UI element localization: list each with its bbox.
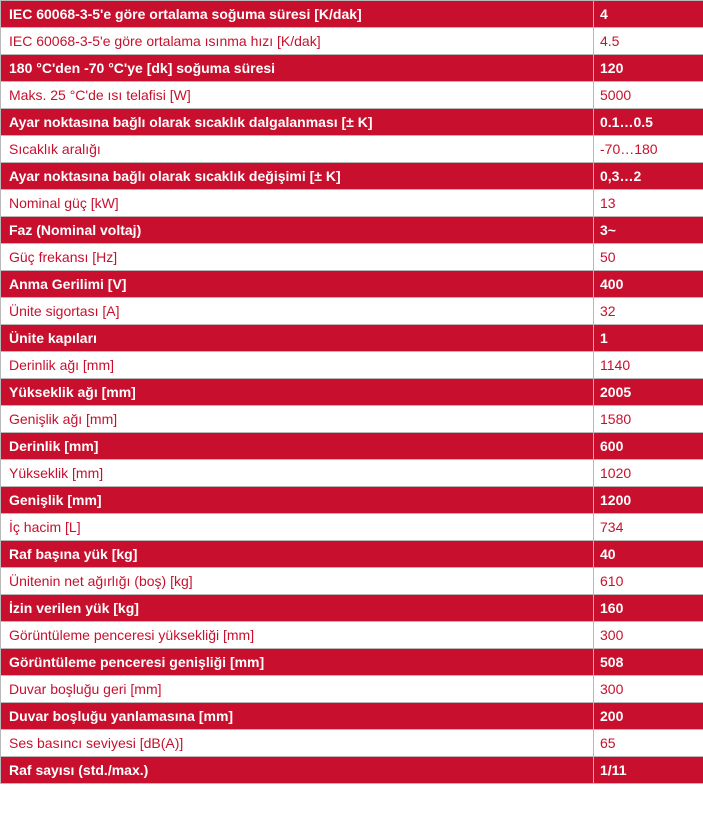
spec-table: IEC 60068-3-5'e göre ortalama soğuma sür…: [0, 0, 703, 784]
spec-value: 160: [593, 594, 703, 622]
spec-label: Yükseklik ağı [mm]: [0, 378, 594, 406]
spec-value: 610: [593, 567, 703, 595]
spec-value: 65: [593, 729, 703, 757]
spec-value: -70…180: [593, 135, 703, 163]
table-row: İzin verilen yük [kg] 160: [0, 594, 703, 622]
spec-label: Görüntüleme penceresi yüksekliği [mm]: [0, 621, 594, 649]
spec-table-body: IEC 60068-3-5'e göre ortalama soğuma sür…: [0, 0, 703, 784]
spec-value: 4.5: [593, 27, 703, 55]
spec-label: Ünite kapıları: [0, 324, 594, 352]
spec-label: Nominal güç [kW]: [0, 189, 594, 217]
table-row: Görüntüleme penceresi yüksekliği [mm] 300: [0, 621, 703, 649]
spec-label: Raf başına yük [kg]: [0, 540, 594, 568]
spec-value: 300: [593, 621, 703, 649]
table-row: Derinlik ağı [mm] 1140: [0, 351, 703, 379]
table-row: Duvar boşluğu geri [mm] 300: [0, 675, 703, 703]
table-row: Ayar noktasına bağlı olarak sıcaklık değ…: [0, 162, 703, 190]
spec-label: Sıcaklık aralığı: [0, 135, 594, 163]
spec-label: 180 °C'den -70 °C'ye [dk] soğuma süresi: [0, 54, 594, 82]
spec-value: 13: [593, 189, 703, 217]
table-row: Derinlik [mm] 600: [0, 432, 703, 460]
spec-label: IEC 60068-3-5'e göre ortalama soğuma sür…: [0, 0, 594, 28]
spec-label: Ayar noktasına bağlı olarak sıcaklık değ…: [0, 162, 594, 190]
spec-label: Derinlik [mm]: [0, 432, 594, 460]
spec-label: Raf sayısı (std./max.): [0, 756, 594, 784]
table-row: Görüntüleme penceresi genişliği [mm] 508: [0, 648, 703, 676]
spec-label: Genişlik [mm]: [0, 486, 594, 514]
spec-value: 300: [593, 675, 703, 703]
table-row: Maks. 25 °C'de ısı telafisi [W] 5000: [0, 81, 703, 109]
spec-value: 40: [593, 540, 703, 568]
spec-label: Ayar noktasına bağlı olarak sıcaklık dal…: [0, 108, 594, 136]
spec-label: Ünitenin net ağırlığı (boş) [kg]: [0, 567, 594, 595]
table-row: Ünite kapıları 1: [0, 324, 703, 352]
table-row: IEC 60068-3-5'e göre ortalama soğuma sür…: [0, 0, 703, 28]
spec-label: İç hacim [L]: [0, 513, 594, 541]
table-row: Nominal güç [kW] 13: [0, 189, 703, 217]
spec-label: Ünite sigortası [A]: [0, 297, 594, 325]
table-row: Raf sayısı (std./max.) 1/11: [0, 756, 703, 784]
spec-value: 0.1…0.5: [593, 108, 703, 136]
table-row: Yükseklik [mm] 1020: [0, 459, 703, 487]
spec-value: 32: [593, 297, 703, 325]
table-row: Ünite sigortası [A] 32: [0, 297, 703, 325]
spec-value: 1140: [593, 351, 703, 379]
spec-value: 1/11: [593, 756, 703, 784]
spec-value: 1580: [593, 405, 703, 433]
table-row: Anma Gerilimi [V] 400: [0, 270, 703, 298]
spec-label: Maks. 25 °C'de ısı telafisi [W]: [0, 81, 594, 109]
spec-label: IEC 60068-3-5'e göre ortalama ısınma hız…: [0, 27, 594, 55]
table-row: Genişlik ağı [mm] 1580: [0, 405, 703, 433]
spec-label: Ses basıncı seviyesi [dB(A)]: [0, 729, 594, 757]
table-row: Yükseklik ağı [mm] 2005: [0, 378, 703, 406]
spec-value: 1020: [593, 459, 703, 487]
table-row: Raf başına yük [kg] 40: [0, 540, 703, 568]
spec-value: 50: [593, 243, 703, 271]
table-row: Faz (Nominal voltaj) 3~: [0, 216, 703, 244]
spec-value: 200: [593, 702, 703, 730]
spec-value: 3~: [593, 216, 703, 244]
spec-value: 5000: [593, 81, 703, 109]
spec-label: Görüntüleme penceresi genişliği [mm]: [0, 648, 594, 676]
table-row: Ayar noktasına bağlı olarak sıcaklık dal…: [0, 108, 703, 136]
table-row: Genişlik [mm] 1200: [0, 486, 703, 514]
spec-label: Duvar boşluğu yanlamasına [mm]: [0, 702, 594, 730]
spec-value: 508: [593, 648, 703, 676]
spec-label: İzin verilen yük [kg]: [0, 594, 594, 622]
spec-value: 734: [593, 513, 703, 541]
table-row: İç hacim [L] 734: [0, 513, 703, 541]
spec-value: 0,3…2: [593, 162, 703, 190]
table-row: 180 °C'den -70 °C'ye [dk] soğuma süresi 1…: [0, 54, 703, 82]
spec-value: 1: [593, 324, 703, 352]
table-row: Güç frekansı [Hz] 50: [0, 243, 703, 271]
table-row: Ünitenin net ağırlığı (boş) [kg] 610: [0, 567, 703, 595]
spec-label: Yükseklik [mm]: [0, 459, 594, 487]
spec-value: 120: [593, 54, 703, 82]
spec-value: 2005: [593, 378, 703, 406]
spec-value: 4: [593, 0, 703, 28]
spec-value: 1200: [593, 486, 703, 514]
table-row: IEC 60068-3-5'e göre ortalama ısınma hız…: [0, 27, 703, 55]
spec-label: Güç frekansı [Hz]: [0, 243, 594, 271]
table-row: Ses basıncı seviyesi [dB(A)] 65: [0, 729, 703, 757]
spec-label: Anma Gerilimi [V]: [0, 270, 594, 298]
spec-label: Derinlik ağı [mm]: [0, 351, 594, 379]
spec-value: 600: [593, 432, 703, 460]
table-row: Sıcaklık aralığı -70…180: [0, 135, 703, 163]
spec-value: 400: [593, 270, 703, 298]
table-row: Duvar boşluğu yanlamasına [mm] 200: [0, 702, 703, 730]
spec-label: Faz (Nominal voltaj): [0, 216, 594, 244]
spec-label: Duvar boşluğu geri [mm]: [0, 675, 594, 703]
spec-label: Genişlik ağı [mm]: [0, 405, 594, 433]
